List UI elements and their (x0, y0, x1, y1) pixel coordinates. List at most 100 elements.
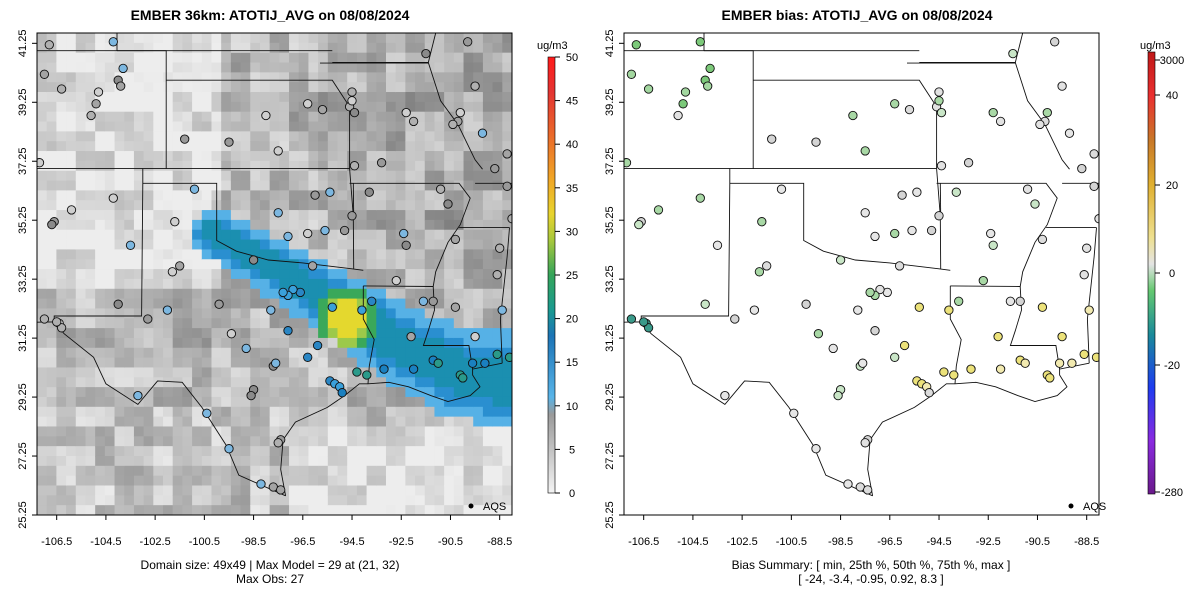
grid-cell (376, 141, 387, 152)
grid-cell (289, 131, 300, 142)
grid-cell (289, 141, 300, 152)
grid-cell (395, 52, 406, 64)
grid-cell (221, 357, 232, 369)
grid-cell (211, 337, 222, 349)
grid-cell (318, 357, 329, 369)
grid-cell (133, 308, 145, 319)
grid-cell (482, 446, 494, 457)
grid-cell (366, 141, 377, 152)
grid-cell (66, 180, 77, 191)
grid-cell (298, 406, 310, 418)
grid-cell (337, 52, 348, 64)
grid-cell (250, 446, 261, 457)
grid-cell (75, 170, 87, 182)
grid-cell (66, 396, 77, 408)
grid-cell (444, 160, 455, 172)
grid-cell (182, 475, 193, 487)
grid-cell (259, 377, 271, 388)
grid-cell (250, 72, 261, 83)
grid-cell (444, 328, 455, 339)
grid-cell (405, 269, 416, 280)
grid-cell (192, 318, 203, 329)
grid-cell (347, 357, 358, 369)
grid-cell (95, 141, 106, 152)
grid-cell (230, 318, 242, 329)
grid-cell (376, 62, 387, 73)
grid-cell (463, 82, 474, 93)
grid-cell (289, 485, 300, 496)
grid-cell (46, 239, 57, 251)
grid-cell (192, 377, 203, 388)
grid-cell (46, 269, 57, 280)
grid-cell (492, 475, 503, 487)
aqs-bias-site (680, 87, 691, 97)
grid-cell (289, 465, 300, 477)
grid-cell (444, 62, 455, 73)
aqs-site (47, 219, 57, 230)
grid-cell (298, 269, 310, 280)
aqs-bias-site (853, 305, 863, 315)
grid-cell (492, 495, 503, 506)
grid-cell (240, 455, 251, 467)
aqs-bias-site (986, 228, 996, 239)
aqs-site (303, 99, 313, 109)
grid-cell (405, 377, 416, 388)
legend-label: AQS (483, 501, 506, 513)
grid-cell (308, 505, 319, 515)
grid-cell (395, 436, 406, 447)
grid-cell (424, 387, 436, 398)
grid-cell (289, 200, 300, 211)
grid-cell (66, 485, 77, 496)
grid-cell (395, 190, 406, 201)
grid-cell (163, 328, 174, 339)
grid-cell (182, 269, 193, 280)
grid-cell (240, 101, 251, 113)
grid-cell (279, 72, 290, 83)
grid-cell (259, 82, 271, 93)
grid-cell (133, 170, 145, 182)
grid-cell (308, 200, 319, 211)
grid-cell (124, 131, 135, 142)
grid-cell (473, 131, 484, 142)
grid-cell (211, 475, 222, 487)
grid-cell (453, 455, 465, 467)
grid-cell (308, 465, 319, 477)
grid-cell (124, 151, 135, 162)
grid-cell (308, 269, 319, 280)
grid-cell (143, 151, 154, 162)
grid-cell (259, 308, 271, 319)
grid-cell (424, 416, 436, 428)
grid-cell (327, 328, 339, 339)
grid-cell (259, 269, 271, 280)
grid-cell (482, 249, 494, 260)
grid-cell (75, 446, 87, 457)
aqs-site (273, 208, 283, 218)
grid-cell (356, 436, 368, 447)
grid-cell (201, 475, 213, 487)
grid-cell (434, 396, 445, 408)
grid-cell (473, 495, 484, 506)
aqs-bias-site (907, 225, 917, 236)
grid-cell (153, 396, 164, 408)
grid-cell (172, 210, 183, 221)
colorbar-tick-label: 5 (569, 444, 575, 456)
grid-cell (405, 347, 416, 359)
grid-cell (482, 141, 494, 152)
grid-cell (114, 52, 125, 64)
grid-cell (163, 219, 174, 231)
grid-cell (163, 387, 174, 398)
grid-cell (230, 288, 242, 300)
grid-cell (221, 92, 232, 103)
grid-cell (424, 495, 436, 506)
grid-cell (415, 82, 426, 93)
grid-cell (434, 505, 445, 515)
grid-cell (153, 131, 164, 142)
grid-cell (289, 396, 300, 408)
grid-cell (46, 406, 57, 418)
grid-cell (298, 426, 310, 437)
grid-cell (385, 387, 397, 398)
grid-cell (434, 121, 445, 132)
grid-cell (259, 278, 271, 290)
grid-cell (463, 465, 474, 477)
